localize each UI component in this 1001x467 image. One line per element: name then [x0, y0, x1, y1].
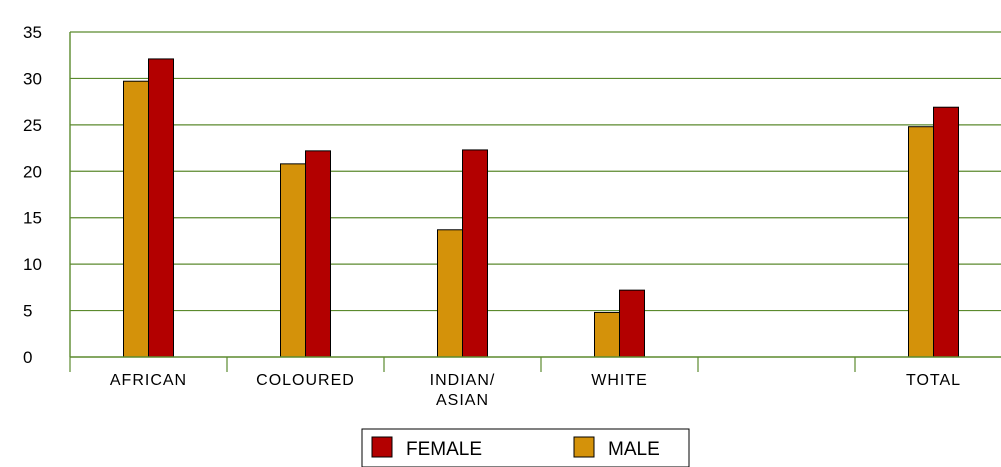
legend-swatch-female	[371, 436, 393, 458]
bar-female	[148, 58, 174, 358]
x-tick-label: INDIAN/ASIAN	[430, 372, 496, 409]
x-tick-label: TOTAL	[906, 372, 961, 389]
y-tick-label: 0	[23, 348, 32, 367]
bar-female	[619, 289, 645, 358]
x-tick-label: AFRICAN	[110, 372, 187, 389]
y-tick-label: 10	[23, 255, 42, 274]
legend-label-male: MALE	[608, 439, 660, 460]
bar-male	[437, 229, 463, 358]
bar-female	[305, 150, 331, 358]
x-axis: AFRICAN COLOURED INDIAN/ASIAN WHITE TOTAL	[69, 356, 1001, 409]
bar-male	[123, 80, 149, 358]
legend-box	[361, 428, 690, 467]
bar-male	[908, 126, 934, 358]
gridlines	[70, 31, 1001, 312]
y-tick-label: 35	[23, 23, 42, 42]
legend: FEMALE MALE	[361, 428, 690, 467]
legend-label-female: FEMALE	[406, 439, 482, 460]
y-tick-label: 5	[23, 302, 32, 321]
bar-male	[280, 163, 306, 358]
x-tick-label: WHITE	[591, 372, 648, 389]
bar-female	[933, 106, 959, 358]
y-axis: 0 5 10 15 20 25 30 35	[23, 23, 71, 367]
y-tick-label: 30	[23, 69, 42, 88]
legend-swatch-male	[573, 436, 595, 458]
y-tick-label: 20	[23, 162, 42, 181]
bar-female	[462, 149, 488, 358]
y-tick-label: 25	[23, 116, 42, 135]
bar-male	[594, 311, 620, 358]
x-tick-label: COLOURED	[256, 372, 355, 389]
y-tick-label: 15	[23, 209, 42, 228]
bars	[123, 58, 959, 358]
